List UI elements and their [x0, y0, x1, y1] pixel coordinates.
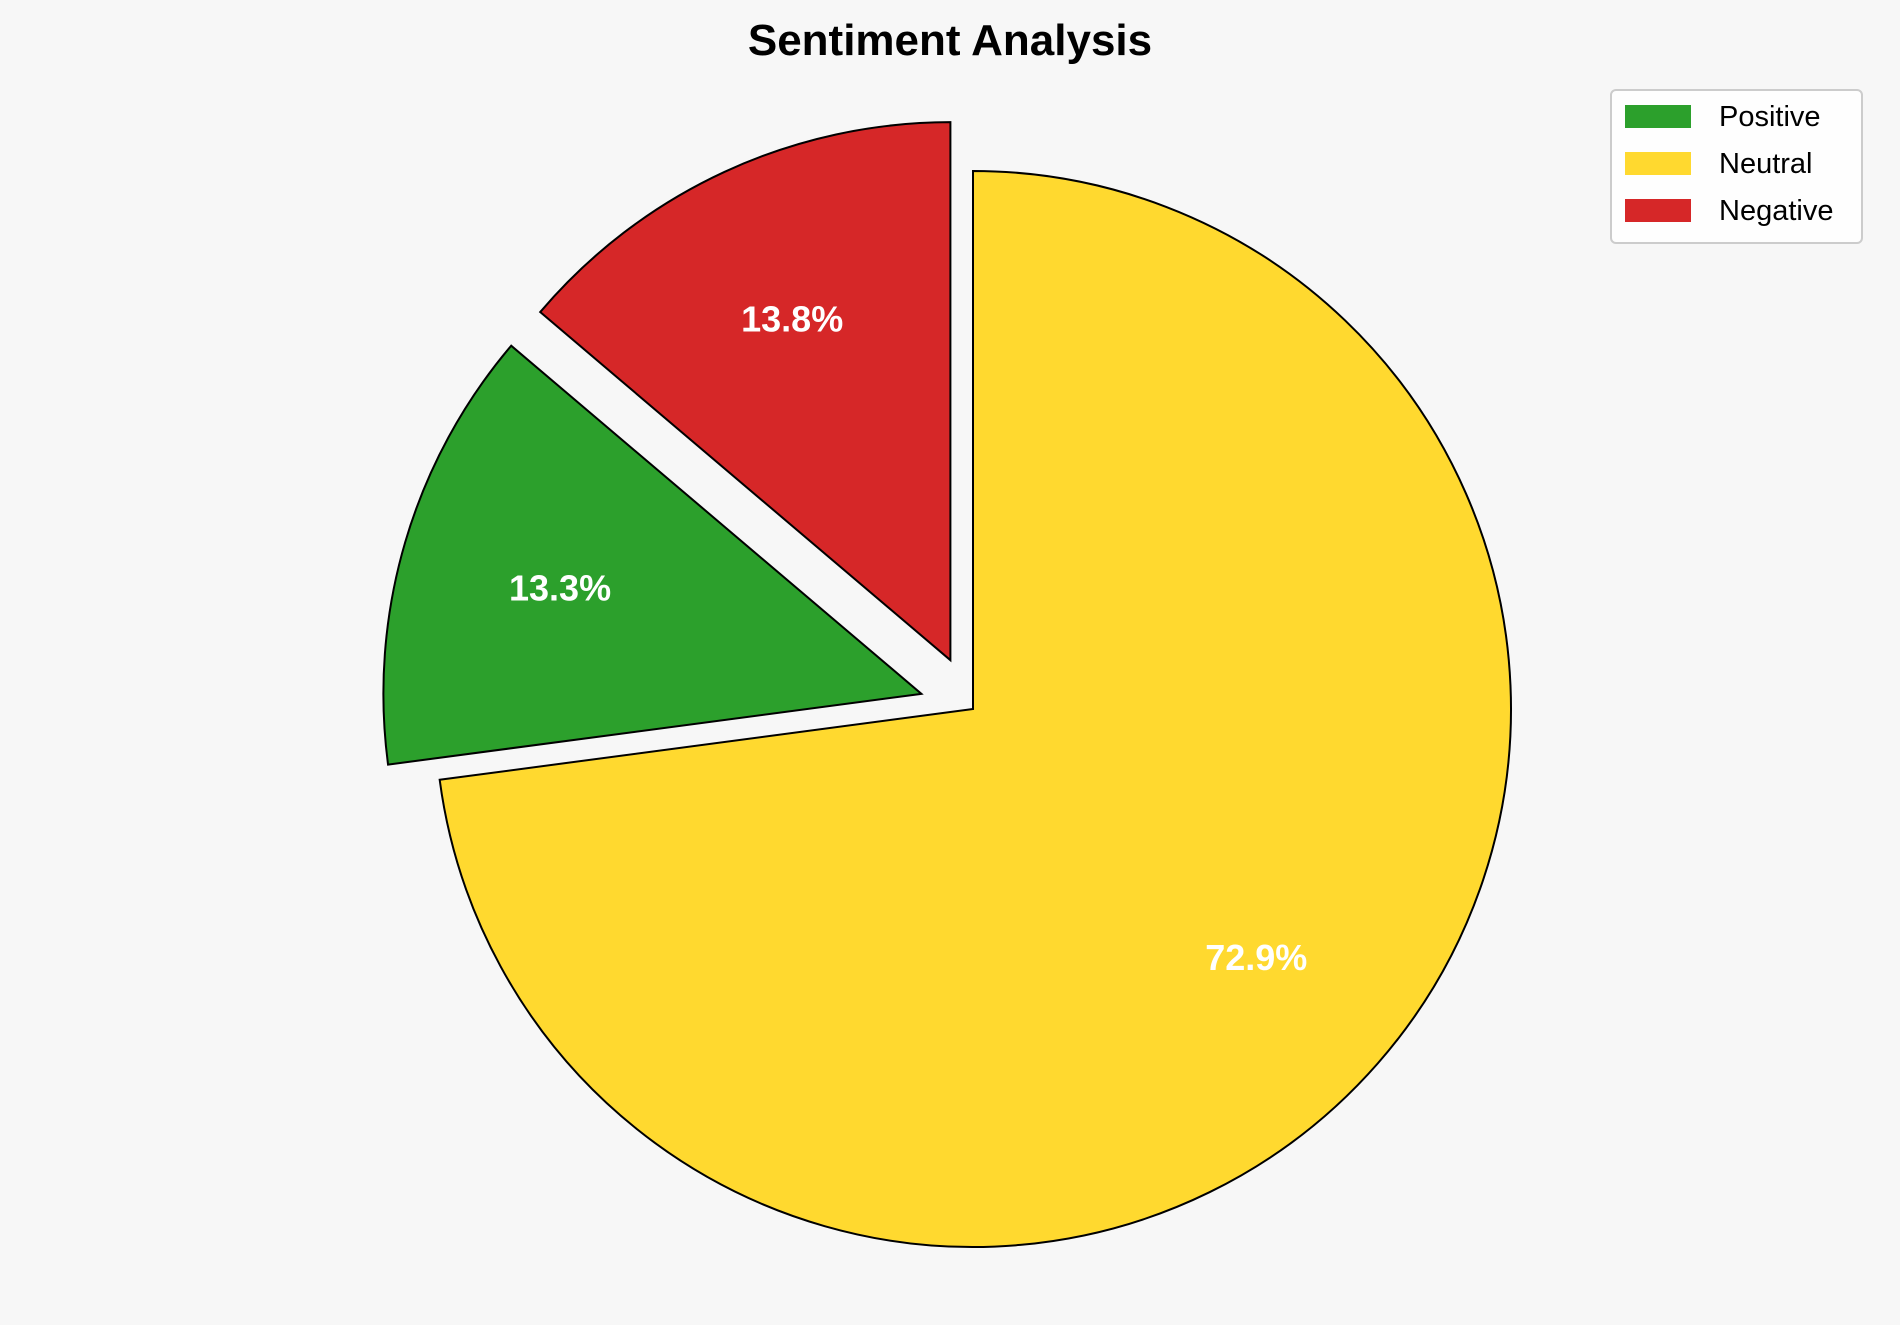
chart-title: Sentiment Analysis	[748, 16, 1152, 65]
legend-swatch-neutral	[1625, 152, 1691, 175]
slice-label-negative: 13.8%	[741, 298, 843, 339]
pie-slice-negative	[538, 121, 952, 663]
slice-label-neutral: 72.9%	[1205, 937, 1307, 978]
legend-label-neutral: Neutral	[1719, 148, 1813, 180]
legend: Positive Neutral Negative	[1610, 89, 1863, 244]
legend-label-negative: Negative	[1719, 195, 1833, 227]
pie-slice-positive	[382, 344, 924, 766]
legend-label-positive: Positive	[1719, 101, 1821, 133]
legend-swatch-positive	[1625, 105, 1691, 128]
legend-swatch-negative	[1625, 199, 1691, 222]
pie-slice-neutral	[438, 169, 1512, 1248]
slice-label-positive: 13.3%	[509, 568, 611, 609]
